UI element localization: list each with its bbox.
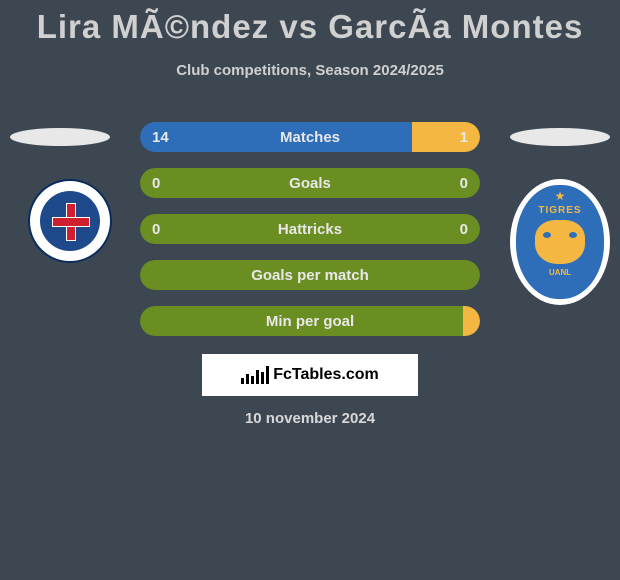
infographic-container: Lira MÃ©ndez vs GarcÃ­a Montes Club comp… [0,0,620,79]
stat-row: 00Hattricks [140,214,480,244]
fctables-watermark: FcTables.com [202,354,418,396]
comparison-title: Lira MÃ©ndez vs GarcÃ­a Montes [0,8,620,46]
stat-row: 141Matches [140,122,480,152]
chart-icon [241,366,269,384]
stats-comparison-area: 141Matches 00Goals 00Hattricks Goals per ma… [140,122,480,352]
team-right-logo: ★ TIGRES UANL [500,178,620,306]
stat-label: Hattricks [140,221,480,238]
stat-label: Goals [140,175,480,192]
stat-label: Goals per match [140,267,480,284]
watermark-text: FcTables.com [273,366,379,384]
stat-label: Matches [140,129,480,146]
player-right-placeholder [510,128,610,146]
tigres-badge-icon: ★ TIGRES UANL [510,179,610,305]
season-subtitle: Club competitions, Season 2024/2025 [0,62,620,79]
stat-row: 00Goals [140,168,480,198]
player-left-placeholder [10,128,110,146]
stat-row: Min per goal [140,306,480,336]
cruz-azul-badge-icon [28,179,112,263]
team-left-logo [20,178,120,264]
comparison-date: 10 november 2024 [0,410,620,427]
stat-label: Min per goal [140,313,480,330]
stat-row: Goals per match [140,260,480,290]
